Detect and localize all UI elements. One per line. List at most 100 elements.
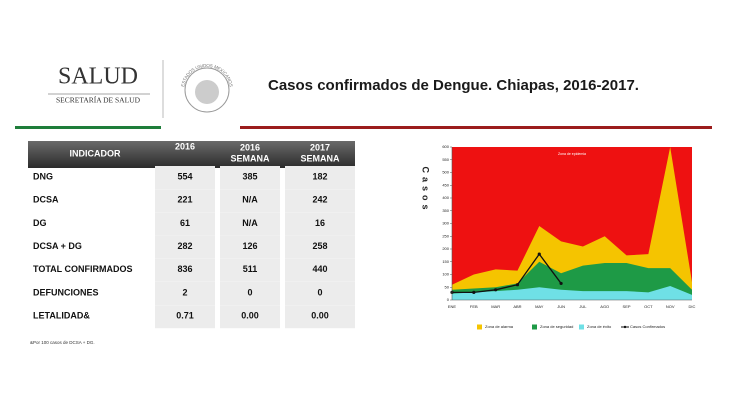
row-label: DCSA + DG	[33, 241, 82, 251]
cell-value: 258	[312, 241, 327, 251]
cell-bg	[220, 212, 280, 236]
cell-value: 511	[243, 264, 258, 274]
footnote: &Por 100 casos de DCSA + DG.	[30, 340, 95, 345]
cell-bg	[155, 305, 215, 329]
x-tick-label: SEP	[623, 304, 631, 309]
x-tick-label: ABR	[513, 304, 521, 309]
row-label: LETALIDAD&	[33, 311, 90, 321]
y-tick-label: 400	[442, 195, 449, 200]
y-tick-label: 600	[442, 144, 449, 149]
y-tick-label: 200	[442, 246, 449, 251]
legend-swatch	[477, 324, 482, 330]
cell-bg	[220, 235, 280, 259]
legend-swatch	[579, 324, 584, 330]
cases-point	[494, 288, 498, 292]
cell-value: 282	[177, 241, 192, 251]
zone-area	[452, 147, 692, 300]
x-tick-label: FEB	[470, 304, 478, 309]
cell-bg	[285, 212, 355, 236]
y-tick-label: 450	[442, 182, 449, 187]
column-header: SEMANA	[300, 153, 340, 163]
cell-value: 554	[177, 171, 192, 181]
cell-value: 0.00	[311, 311, 329, 321]
emblem-center	[195, 80, 219, 104]
chart: Zona de epidemia 0 50 100 150 200 250 300 350 400…	[421, 144, 696, 330]
cell-bg	[285, 258, 355, 282]
y-tick-label: 300	[442, 221, 449, 226]
cases-line	[452, 252, 562, 293]
cell-bg	[220, 305, 280, 329]
y-tick-label: 100	[442, 272, 449, 277]
y-tick-label: 500	[442, 170, 449, 175]
x-tick-label: MAY	[535, 304, 544, 309]
y-tick-label: 350	[442, 208, 449, 213]
cell-value: 0	[247, 287, 252, 297]
logo-title: SALUD	[58, 64, 138, 90]
cell-bg	[155, 166, 215, 189]
row-label: TOTAL CONFIRMADOS	[33, 264, 133, 274]
cell-value: 0.71	[176, 311, 194, 321]
red-band	[240, 126, 712, 129]
cell-value: 2	[182, 287, 187, 297]
cell-bg	[220, 258, 280, 282]
background-label: Zona de epidemia	[558, 152, 586, 156]
cell-value: 16	[315, 218, 325, 228]
cell-value: N/A	[242, 195, 258, 205]
column-header: SEMANA	[230, 153, 270, 163]
column-header: 2016	[240, 142, 260, 152]
cases-point	[472, 290, 476, 294]
cell-value: N/A	[242, 218, 258, 228]
cell-value: 221	[177, 195, 192, 205]
y-tick-label: 50	[445, 284, 450, 289]
cell-value: 0.00	[241, 311, 259, 321]
cell-bg	[155, 189, 215, 213]
table-header	[28, 141, 355, 168]
cell-value: 182	[312, 171, 327, 181]
legend-label: Zona de seguridad	[540, 324, 573, 329]
y-tick-label: 150	[442, 259, 449, 264]
cell-bg	[220, 189, 280, 213]
cell-bg	[285, 235, 355, 259]
cell-bg	[285, 282, 355, 305]
y-tick-label: 0	[447, 297, 450, 302]
emblem	[184, 67, 230, 113]
cases-point	[559, 281, 563, 286]
cell-bg	[220, 166, 280, 189]
y-axis-label: Casos	[421, 166, 431, 213]
x-tick-label: MAR	[491, 304, 500, 309]
x-tick-label: NOV	[666, 304, 675, 309]
cell-bg	[155, 212, 215, 236]
cell-bg	[155, 282, 215, 305]
row-label: DG	[33, 218, 47, 228]
y-tick-label: 250	[442, 233, 449, 238]
cell-value: 0	[317, 287, 322, 297]
logo-subtitle: SECRETARÍA DE SALUD	[56, 95, 141, 105]
x-tick-label: JUN	[557, 304, 565, 309]
cell-value: 836	[177, 264, 192, 274]
cases-point	[537, 252, 541, 256]
x-tick-label: ENE	[448, 304, 457, 309]
y-tick-label: 550	[442, 157, 449, 162]
cell-value: 385	[242, 171, 257, 181]
cell-bg	[155, 258, 215, 282]
cell-value: 61	[180, 218, 190, 228]
slide-title: Casos confirmados de Dengue. Chiapas, 20…	[268, 77, 639, 94]
green-band	[15, 126, 161, 129]
row-label: DNG	[33, 171, 53, 181]
legend-label: Zona de alarma	[485, 324, 514, 329]
column-header: 2017	[310, 142, 330, 152]
cell-value: 126	[242, 241, 257, 251]
cell-bg	[285, 189, 355, 213]
row-label: DCSA	[33, 195, 59, 205]
column-header: 2016	[175, 141, 195, 151]
cell-bg	[285, 166, 355, 189]
x-tick-label: AGO	[600, 304, 609, 309]
cell-value: 242	[312, 195, 327, 205]
cell-bg	[155, 235, 215, 259]
x-tick-label: DIC	[689, 304, 696, 309]
legend-swatch	[532, 324, 537, 330]
column-header: INDICADOR	[70, 148, 121, 158]
cell-value: 440	[312, 264, 327, 274]
